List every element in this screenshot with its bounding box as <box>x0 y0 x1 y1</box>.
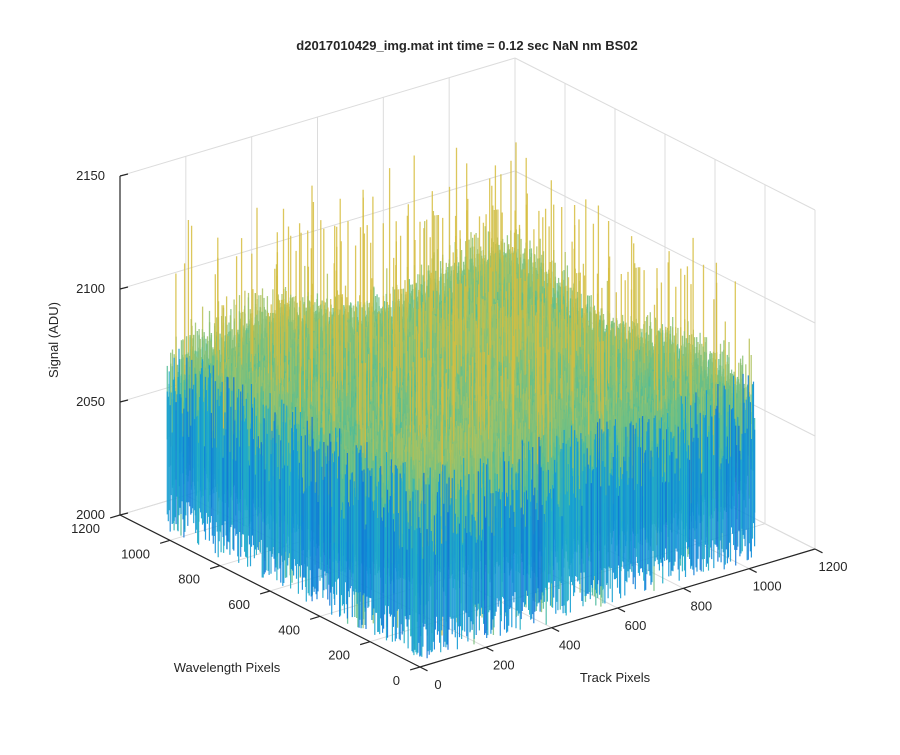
x-tick <box>749 569 757 573</box>
x-tick <box>618 608 626 612</box>
x-tick <box>420 667 428 671</box>
y-tick <box>360 642 370 645</box>
surface-mesh <box>167 142 754 658</box>
y-tick <box>410 667 420 670</box>
x-tick <box>486 647 494 651</box>
y-tick <box>210 566 220 569</box>
x-tick <box>815 549 823 553</box>
y-tick <box>160 540 170 543</box>
y-tick <box>110 515 120 518</box>
y-tick <box>310 616 320 619</box>
x-tick <box>683 588 691 592</box>
y-tick <box>260 591 270 594</box>
x-tick <box>552 628 560 632</box>
